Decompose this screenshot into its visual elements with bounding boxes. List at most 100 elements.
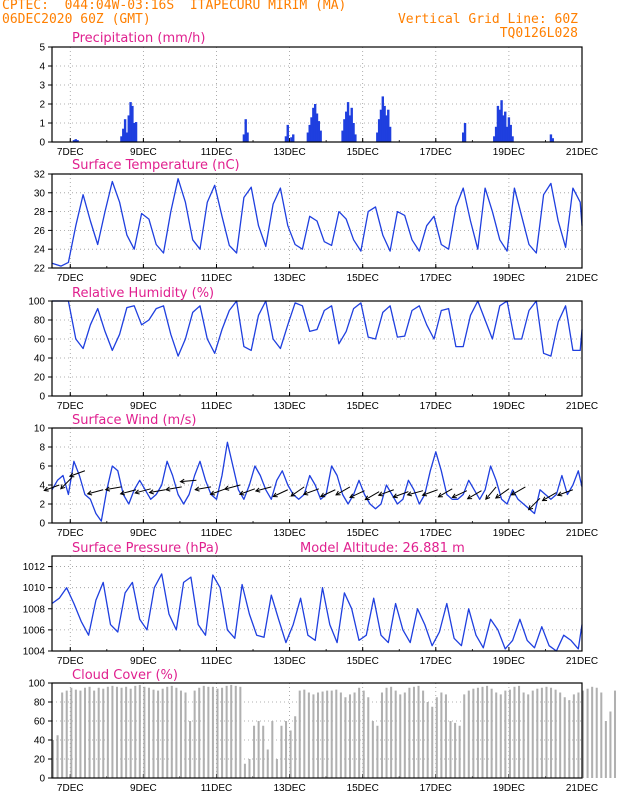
wind-xtick-label: 21DEC (566, 528, 598, 539)
wind-arrow-shaft (87, 489, 104, 495)
precip-ytick-label: 2 (39, 100, 45, 111)
precip-bar (509, 124, 512, 142)
precip-xtick-label: 13DEC (273, 147, 305, 158)
wind-arrow-head (104, 486, 111, 492)
wind-arrow (164, 486, 182, 492)
wind-arrow-shaft (393, 491, 409, 498)
cloud-bar (422, 690, 425, 778)
cloud-xtick-label: 15DEC (347, 783, 379, 794)
precip-bar (244, 119, 247, 142)
wind-arrow-shaft (273, 489, 288, 497)
cloud-bar (353, 692, 356, 778)
precip-bar (306, 132, 310, 142)
cloud-bar (486, 685, 489, 778)
cloud-bar (513, 686, 516, 778)
wind-arrow-head (209, 490, 216, 496)
wind-arrow-head (466, 494, 473, 500)
cloud-bar (490, 688, 493, 778)
cloud-ytick-label: 100 (28, 679, 45, 690)
precip-xtick-label: 9DEC (130, 147, 157, 158)
cloud-bar (70, 687, 73, 778)
precip-bar (308, 124, 311, 142)
rh-xtick-label: 7DEC (57, 401, 84, 412)
precip-bar (127, 115, 130, 142)
wind-arrow-head (194, 486, 200, 492)
wind-arrow (364, 491, 380, 501)
wind-arrow-shaft (69, 470, 86, 477)
precip-ytick-label: 0 (39, 138, 45, 149)
cloud-bar (143, 686, 146, 778)
cloud-xtick-label: 11DEC (201, 783, 233, 794)
cloud-bar (554, 689, 557, 778)
wind-xtick-label: 17DEC (420, 528, 452, 539)
cloud-bar (609, 711, 612, 778)
cloud-bar (508, 689, 511, 778)
wind-arrow (406, 490, 424, 497)
cloud-bar (298, 690, 301, 778)
cloud-bar (189, 721, 192, 778)
cloud-bar (97, 687, 100, 778)
wind-arrow-shaft (239, 488, 256, 495)
wind-arrow (485, 486, 497, 500)
wind-arrow-shaft (349, 490, 365, 498)
cloud-bar (545, 686, 548, 778)
wind-arrow (319, 489, 336, 498)
cloud-bar (472, 688, 475, 778)
cloud-ytick-label: 20 (34, 755, 46, 766)
precip-xtick-label: 17DEC (420, 147, 452, 158)
wind-xtick-label: 9DEC (130, 528, 157, 539)
wind-arrow-shaft (149, 489, 166, 494)
cloud-bar (134, 685, 137, 778)
pressure-xtick-label: 21DEC (566, 656, 598, 667)
wind-ytick-label: 10 (34, 424, 46, 435)
wind-arrow-shaft (467, 490, 482, 500)
rh-xtick-label: 15DEC (347, 401, 379, 412)
wind-arrow (556, 489, 574, 497)
cloud-ytick-label: 80 (34, 698, 46, 709)
pressure-ytick-label: 1008 (23, 604, 46, 615)
wind-arrow-shaft (438, 488, 453, 498)
temp-xtick-label: 11DEC (201, 273, 233, 284)
wind-arrow-head (335, 490, 341, 496)
wind-arrow-shaft (180, 479, 197, 483)
cloud-bar (230, 684, 233, 778)
wind-arrow (494, 488, 510, 499)
precip-bar (341, 130, 344, 142)
cloud-bar (408, 687, 411, 778)
cloud-bar (120, 687, 123, 778)
pressure-xtick-label: 13DEC (273, 656, 305, 667)
wind-arrow-shaft (120, 489, 137, 495)
cloud-bar (253, 725, 256, 778)
precip-bar (551, 138, 554, 142)
cloud-bar (211, 686, 214, 778)
rh-panel: 7DEC 9DEC 11DEC 13DEC 15DEC 17DEC 19DEC 21DEC 0 2… (28, 286, 598, 412)
precip-bar (74, 139, 77, 142)
cloud-bar (83, 687, 87, 778)
cloud-bar (294, 716, 297, 778)
precip-bar (319, 130, 322, 142)
temp-title: Surface Temperature (nC) (72, 158, 240, 173)
cloud-bar (499, 694, 502, 778)
wind-arrow-head (302, 490, 309, 496)
rh-xtick-label: 13DEC (273, 401, 305, 412)
cloud-bar (595, 687, 598, 778)
cloud-ytick-label: 60 (34, 717, 46, 728)
wind-arrow-shaft (303, 488, 319, 495)
wind-line (51, 441, 583, 522)
wind-arrow-head (494, 493, 501, 499)
precip-bar (120, 136, 123, 142)
cloud-bar (111, 685, 114, 778)
header-line2-left: 06DEC2020 60Z (GMT) (2, 12, 151, 27)
cloud-bar (600, 692, 603, 778)
cloud-bar (376, 725, 379, 778)
temp-xtick-label: 21DEC (566, 273, 598, 284)
precip-panel: 7DEC 9DEC 11DEC 13DEC 15DEC 17DEC 19DEC 21DEC 0 1… (39, 31, 598, 158)
cloud-bar (88, 686, 91, 778)
precip-bar (310, 117, 313, 142)
cloud-bar (604, 721, 607, 778)
precip-bar (502, 115, 505, 142)
rh-line (52, 300, 583, 357)
pressure-annotation: Model Altitude: 26.881 m (300, 541, 465, 556)
precip-ytick-label: 4 (39, 62, 45, 73)
cloud-bar (175, 687, 178, 778)
